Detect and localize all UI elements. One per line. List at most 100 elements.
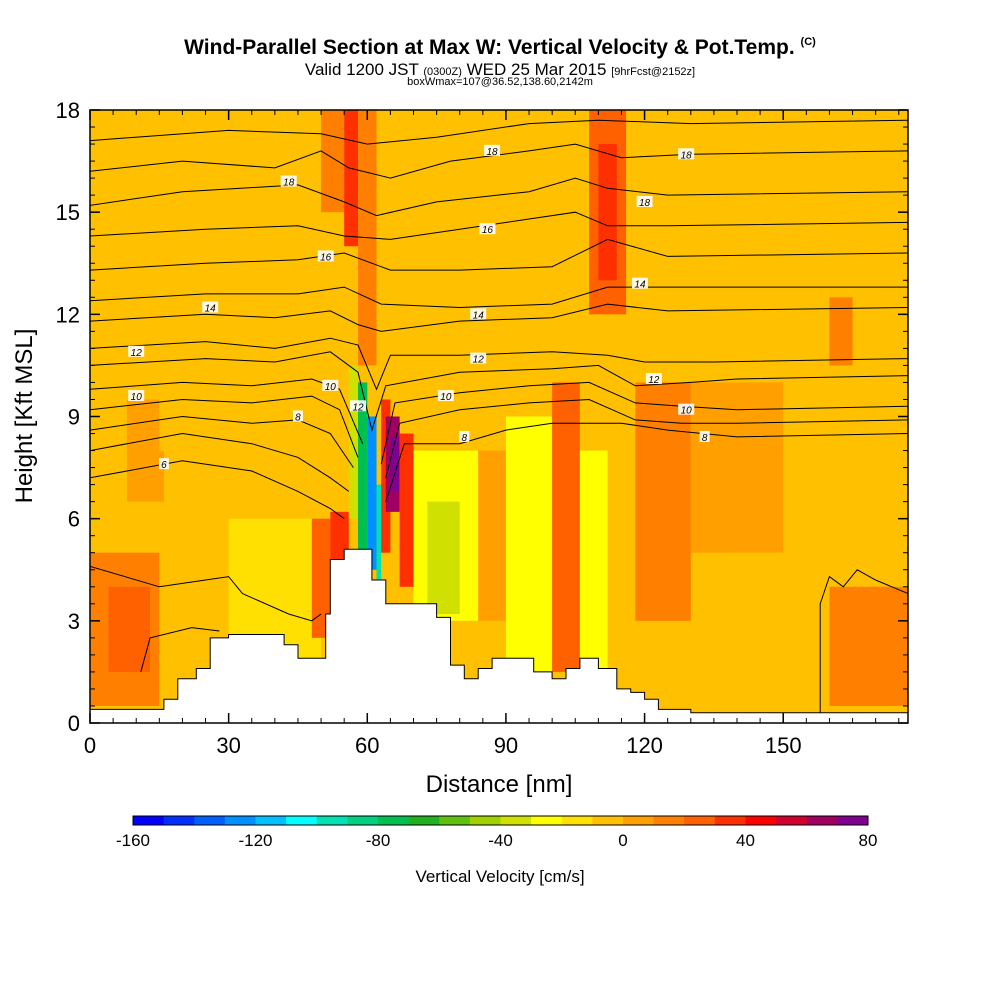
svg-text:18: 18 — [639, 198, 651, 209]
colorbar-swatch — [561, 816, 593, 825]
colorbar-swatch — [592, 816, 624, 825]
contour-label-3: 18 — [636, 195, 653, 209]
colorbar-swatch — [837, 816, 869, 825]
svg-text:8: 8 — [462, 433, 468, 444]
svg-text:6: 6 — [161, 460, 167, 471]
chart-title: Wind-Parallel Section at Max W: Vertical… — [184, 36, 816, 59]
contour-label-4: 16 — [479, 223, 496, 236]
copyright-mark: (C) — [800, 36, 816, 48]
contour-line-14 — [90, 177, 908, 217]
contour-label-1: 18 — [678, 148, 695, 161]
colorbar-swatch — [347, 816, 379, 825]
w-cell-28 — [690, 382, 784, 553]
y-tick-label: 6 — [68, 507, 80, 532]
colorbar-frame — [132, 815, 869, 826]
svg-text:12: 12 — [131, 348, 143, 359]
y-tick-label: 3 — [68, 609, 80, 634]
contour-label-17: 8 — [292, 410, 303, 424]
x-tick-label: 0 — [84, 733, 96, 758]
colorbar-tick-label: -160 — [116, 831, 150, 850]
svg-text:10: 10 — [325, 382, 337, 393]
colorbar-swatch — [163, 816, 195, 825]
w-cell-21 — [478, 450, 506, 621]
colorbar-swatch — [469, 816, 501, 825]
contour-line-15 — [90, 143, 908, 179]
colorbar-tick-label: -40 — [488, 831, 513, 850]
x-axis: 0 30 60 90 120 150 — [84, 110, 900, 758]
contour-line-5 — [385, 398, 908, 478]
w-cell-20 — [427, 501, 460, 615]
w-cell-14 — [376, 484, 382, 587]
svg-text:10: 10 — [131, 392, 143, 403]
colorbar-swatch — [714, 816, 746, 825]
colorbar-swatch — [806, 816, 838, 825]
colorbar-swatch — [745, 816, 777, 825]
svg-text:18: 18 — [681, 150, 693, 161]
w-cell-18 — [399, 433, 414, 587]
contour-label-9: 12 — [128, 345, 145, 359]
contour-label-0: 18 — [484, 144, 501, 158]
svg-text:14: 14 — [473, 310, 485, 321]
y-tick-label: 0 — [68, 711, 80, 736]
contour-line-2 — [90, 415, 354, 468]
contour-label-20: 6 — [158, 458, 169, 471]
y-tick-label: 12 — [56, 302, 80, 327]
colorbar-swatch — [133, 816, 165, 825]
contour-line-12 — [90, 238, 908, 271]
colorbar-tick-label: -120 — [238, 831, 272, 850]
w-cell-4 — [159, 110, 252, 451]
w-cell-13 — [367, 416, 377, 570]
w-cell-6 — [311, 518, 331, 638]
colorbar-swatch — [255, 816, 287, 825]
x-tick-label: 30 — [216, 733, 240, 758]
svg-text:10: 10 — [681, 406, 693, 417]
w-cell-2 — [108, 586, 151, 672]
contour-label-12: 10 — [128, 390, 145, 403]
w-cell-32 — [496, 110, 534, 349]
w-cell-31 — [829, 297, 853, 366]
contour-label-11: 12 — [645, 373, 662, 386]
svg-text:16: 16 — [482, 225, 494, 236]
y-tick-label: 9 — [68, 405, 80, 430]
colorbar-swatch — [653, 816, 685, 825]
w-cell-17 — [390, 436, 400, 492]
w-cell-27 — [635, 382, 691, 621]
contour-label-5: 16 — [317, 250, 334, 263]
x-tick-label: 60 — [355, 733, 379, 758]
y-axis: 0 3 6 9 12 15 18 — [56, 98, 908, 736]
colorbar-tick-label: 80 — [859, 831, 878, 850]
colorbar-label: Vertical Velocity [cm/s] — [415, 867, 584, 886]
svg-text:10: 10 — [440, 392, 452, 403]
w-cell-30 — [829, 586, 908, 706]
svg-text:18: 18 — [283, 178, 295, 189]
valid-time: Valid 1200 JST (0300Z) WED 25 Mar 2015 [… — [304, 60, 696, 79]
w-cell-8 — [321, 110, 345, 213]
contour-line-7 — [380, 381, 908, 465]
contour-label-16: 10 — [678, 403, 695, 417]
x-tick-label: 150 — [765, 733, 802, 758]
colorbar-swatch — [684, 816, 716, 825]
w-cell-24 — [579, 450, 608, 672]
svg-text:14: 14 — [205, 304, 217, 315]
contour-label-13: 10 — [322, 379, 339, 393]
svg-text:18: 18 — [487, 147, 499, 158]
contour-labels: 18 18 18 18 16 16 14 14 14 12 12 12 10 10 12 10 10 8 8 8 6 — [128, 144, 710, 471]
contour-line-3 — [385, 422, 908, 502]
colorbar: -160 -120 -80 -40 0 40 80 — [116, 815, 878, 850]
x-tick-label: 120 — [626, 733, 663, 758]
w-cell-3 — [126, 399, 164, 502]
colorbar-swatch — [194, 816, 226, 825]
y-tick-label: 18 — [56, 98, 80, 123]
contour-label-10: 12 — [470, 352, 487, 366]
svg-text:8: 8 — [295, 413, 301, 424]
colorbar-tick-label: 0 — [618, 831, 627, 850]
colorbar-swatch — [286, 816, 318, 825]
contour-label-14: 12 — [350, 400, 367, 413]
contour-label-2: 18 — [280, 175, 297, 189]
svg-text:12: 12 — [648, 375, 660, 386]
svg-text:8: 8 — [702, 433, 708, 444]
contour-label-15: 10 — [437, 390, 454, 403]
y-axis-label: Height [Kft MSL] — [11, 329, 38, 504]
svg-text:12: 12 — [473, 355, 485, 366]
